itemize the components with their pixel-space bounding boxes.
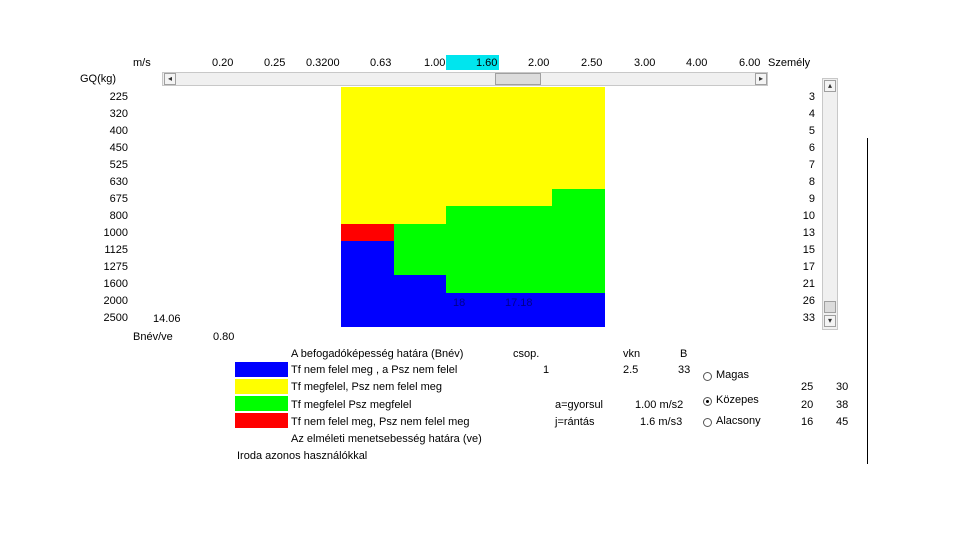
legend-theoretical: Az elméleti menetsebesség határa (ve) — [291, 433, 482, 445]
horizontal-scrollbar[interactable]: ◂ ▸ — [162, 72, 768, 86]
scroll-down-icon[interactable]: ▾ — [824, 315, 836, 327]
option-value: 38 — [836, 399, 849, 411]
option-value: 45 — [836, 416, 849, 428]
persons-value: 15 — [802, 244, 815, 256]
persons-value: 21 — [802, 278, 815, 290]
radio-kozepes[interactable] — [703, 397, 712, 406]
legend-blue: Tf nem felel meg , a Psz nem felel — [291, 364, 458, 376]
load-label: 525 — [109, 159, 128, 171]
load-label: 225 — [109, 91, 128, 103]
persons-value: 9 — [808, 193, 815, 205]
load-label: 1125 — [104, 244, 128, 256]
speed-col-2[interactable]: 0.25 — [264, 57, 286, 69]
radio-magas[interactable] — [703, 372, 712, 381]
legend-swatch-green — [235, 396, 288, 411]
option-value: 30 — [836, 381, 849, 393]
b-value: 33 — [678, 364, 691, 376]
persons-value: 3 — [808, 91, 815, 103]
scroll-left-icon[interactable]: ◂ — [164, 73, 176, 85]
scroll-thumb-vertical[interactable] — [824, 301, 836, 313]
blue-zone — [394, 275, 446, 327]
legend-swatch-blue — [235, 362, 288, 377]
blue-zone — [341, 241, 394, 327]
speed-col-9[interactable]: 3.00 — [634, 57, 656, 69]
green-zone — [446, 206, 552, 293]
green-zone — [394, 224, 446, 275]
speed-col-5[interactable]: 1.00 — [424, 57, 446, 69]
scroll-up-icon[interactable]: ▴ — [824, 80, 836, 92]
radio-alacsony[interactable] — [703, 418, 712, 427]
persons-value: 5 — [808, 125, 815, 137]
persons-value: 33 — [802, 312, 815, 324]
legend-red: Tf nem felel meg, Psz nem felel meg — [291, 416, 470, 428]
persons-value: 7 — [808, 159, 815, 171]
option-value: 20 — [801, 399, 814, 411]
csop-label: csop. — [513, 348, 540, 360]
load-label: 1600 — [103, 278, 128, 290]
legend-yellow: Tf megfelel, Psz nem felel meg — [291, 381, 443, 393]
unit-label: m/s — [133, 57, 151, 69]
option-value: 25 — [801, 381, 814, 393]
load-label: 2000 — [103, 295, 128, 307]
legend-swatch-yellow — [235, 379, 288, 394]
persons-value: 13 — [802, 227, 815, 239]
radio-magas-label[interactable]: Magas — [716, 369, 750, 381]
jerk-value: 1.6 m/s3 — [640, 416, 683, 428]
vkn-value: 2.5 — [623, 364, 639, 376]
bnev-value: 0.80 — [213, 331, 235, 343]
load-header: GQ(kg) — [80, 73, 117, 85]
grid-label: 14.06 — [153, 313, 181, 325]
bnev-label: Bnév/ve — [133, 331, 173, 343]
speed-col-7[interactable]: 2.00 — [528, 57, 550, 69]
option-value: 16 — [801, 416, 814, 428]
load-label: 1275 — [103, 261, 128, 273]
persons-value: 17 — [802, 261, 815, 273]
legend-capacity: A befogadóképesség határa (Bnév) — [291, 348, 464, 360]
speed-col-3[interactable]: 0.3200 — [306, 57, 340, 69]
scroll-thumb[interactable] — [495, 73, 541, 85]
radio-kozepes-label[interactable]: Közepes — [716, 394, 759, 406]
legend-green: Tf megfelel Psz megfelel — [291, 399, 412, 411]
load-label: 450 — [109, 142, 128, 154]
speed-col-11[interactable]: 6.00 — [739, 57, 761, 69]
load-label: 800 — [109, 210, 128, 222]
vkn-label: vkn — [623, 348, 641, 360]
selected-speed-highlight — [446, 55, 499, 70]
jerk-label: j=rántás — [555, 416, 595, 428]
legend-swatch-red — [235, 413, 288, 428]
persons-value: 10 — [802, 210, 815, 222]
red-zone — [341, 224, 394, 241]
speed-col-1[interactable]: 0.20 — [212, 57, 234, 69]
b-label: B — [680, 348, 688, 360]
radio-alacsony-label[interactable]: Alacsony — [716, 415, 761, 427]
load-label: 630 — [109, 176, 128, 188]
load-label: 1000 — [103, 227, 128, 239]
load-label: 400 — [109, 125, 128, 137]
speed-col-6[interactable]: 1.60 — [476, 57, 498, 69]
green-zone — [552, 189, 605, 293]
speed-col-4[interactable]: 0.63 — [370, 57, 392, 69]
blue-zone — [446, 293, 605, 327]
grid-label: 17.18 — [505, 297, 533, 309]
acceleration-label: a=gyorsul — [555, 399, 604, 411]
persons-header: Személy — [768, 57, 811, 69]
persons-value: 4 — [808, 108, 815, 120]
persons-value: 8 — [808, 176, 815, 188]
persons-value: 6 — [808, 142, 815, 154]
speed-col-8[interactable]: 2.50 — [581, 57, 603, 69]
vertical-scrollbar[interactable]: ▴ ▾ — [822, 78, 838, 330]
acceleration-value: 1.00 m/s2 — [635, 399, 684, 411]
speed-col-10[interactable]: 4.00 — [686, 57, 708, 69]
divider-line — [867, 138, 868, 464]
persons-value: 26 — [802, 295, 815, 307]
load-label: 2500 — [103, 312, 128, 324]
scroll-right-icon[interactable]: ▸ — [755, 73, 767, 85]
load-label: 320 — [109, 108, 128, 120]
load-label: 675 — [109, 193, 128, 205]
csop-value: 1 — [543, 364, 550, 376]
footer-note: Iroda azonos használókkal — [237, 450, 368, 462]
grid-label: 18 — [453, 297, 466, 309]
